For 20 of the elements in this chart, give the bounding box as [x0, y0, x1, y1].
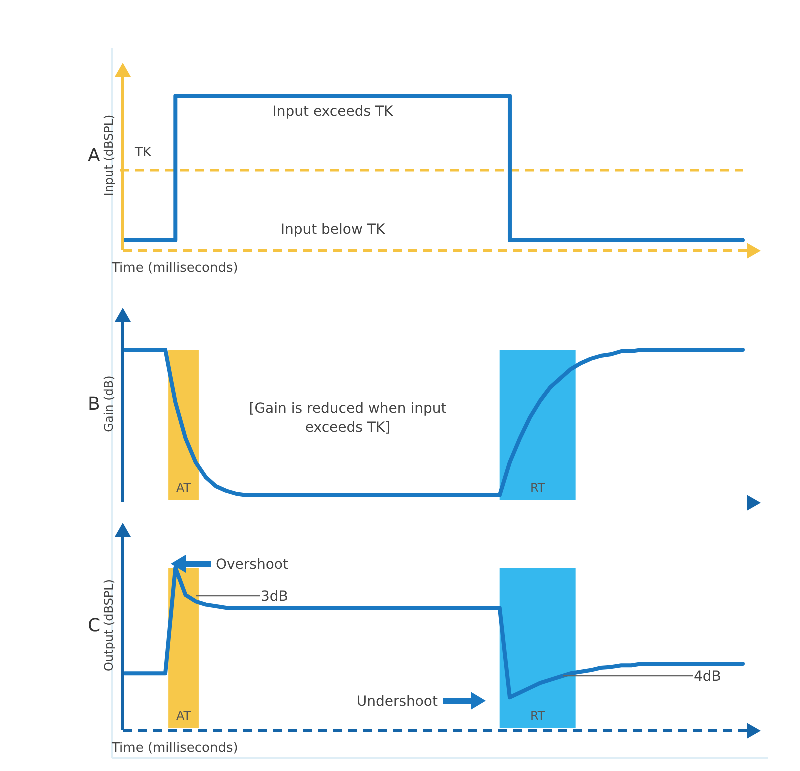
x-axis-title: Time (milliseconds) [111, 741, 238, 756]
text: A [88, 146, 101, 166]
annotation: AT [176, 709, 192, 723]
y-axis-title: Gain (dB) [102, 376, 116, 432]
annotation: [Gain is reduced when input exceeds TK] [249, 401, 448, 436]
annotation: 3dB [261, 589, 288, 605]
y-axis-title: Input (dBSPL) [102, 114, 116, 196]
annotation: AT [176, 481, 192, 495]
annotation: Undershoot [356, 694, 438, 710]
ref-line-label: TK [134, 145, 152, 160]
annotation: 4dB [694, 669, 722, 685]
annotation: Overshoot [216, 557, 289, 573]
annotation: Input below TK [280, 222, 386, 238]
x-axis-title: Time (milliseconds) [111, 261, 238, 276]
annotation: RT [530, 481, 546, 495]
annotation: RT [530, 709, 546, 723]
text: C [88, 616, 101, 636]
annotation: Input exceeds TK [272, 104, 394, 120]
y-axis-title: Output (dBSPL) [102, 579, 116, 672]
text: B [88, 394, 100, 415]
